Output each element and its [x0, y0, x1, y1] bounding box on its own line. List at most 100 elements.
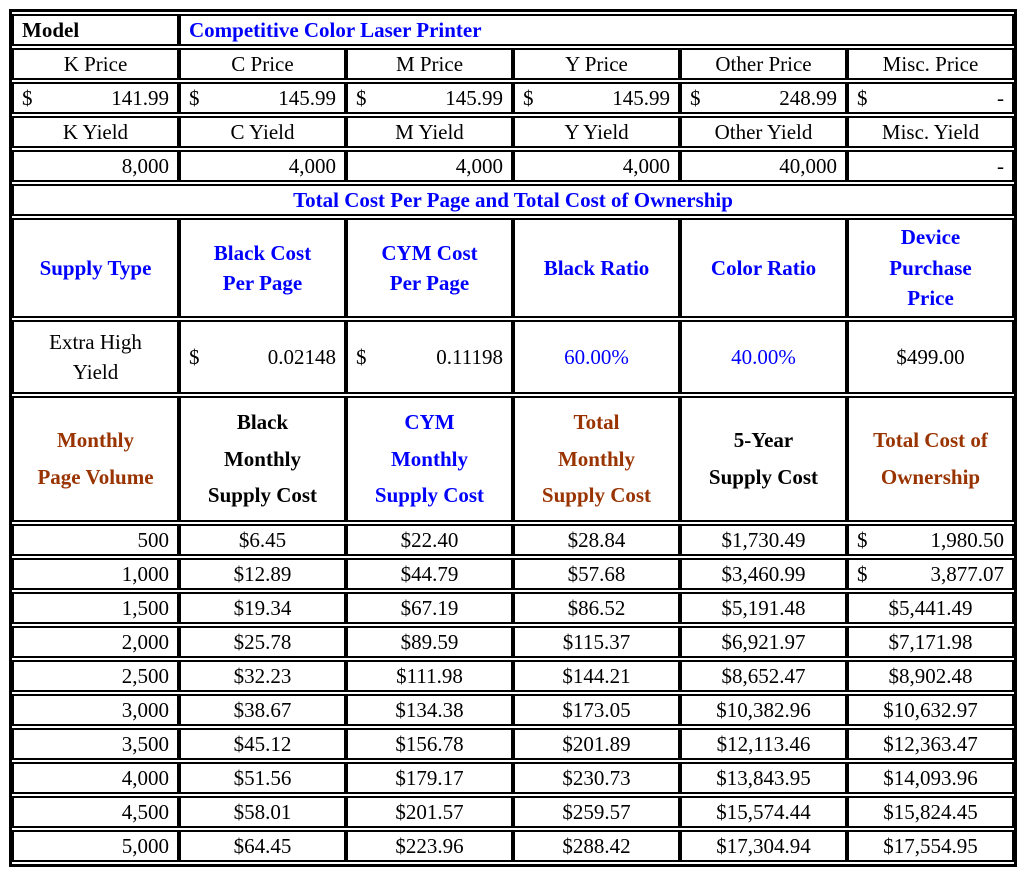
monthly-page-volume-cell[interactable]: 500	[12, 524, 179, 556]
cym-cost-per-page-cell[interactable]: $0.11198	[346, 320, 513, 394]
k-yield-label[interactable]: K Yield	[12, 116, 179, 148]
y-yield-cell[interactable]: 4,000	[513, 150, 680, 182]
color-ratio-cell[interactable]: 40.00%	[680, 320, 847, 394]
total-monthly-supply-cost-cell[interactable]: $86.52	[513, 592, 680, 624]
five-year-supply-cost-cell[interactable]: $10,382.96	[680, 694, 847, 726]
total-monthly-supply-cost-cell[interactable]: $201.89	[513, 728, 680, 760]
monthly-page-volume-cell[interactable]: 3,000	[12, 694, 179, 726]
model-label-cell[interactable]: Model	[12, 14, 179, 46]
total-monthly-supply-cost-cell[interactable]: $28.84	[513, 524, 680, 556]
black-monthly-supply-cost-cell[interactable]: $25.78	[179, 626, 346, 658]
device-purchase-price-header[interactable]: Device Purchase Price	[847, 218, 1014, 318]
black-monthly-supply-cost-cell[interactable]: $12.89	[179, 558, 346, 590]
five-year-supply-cost-cell[interactable]: $1,730.49	[680, 524, 847, 556]
cym-monthly-supply-cost-cell[interactable]: $156.78	[346, 728, 513, 760]
five-year-supply-cost-cell[interactable]: $3,460.99	[680, 558, 847, 590]
cym-monthly-supply-cost-header[interactable]: CYM Monthly Supply Cost	[346, 396, 513, 522]
total-monthly-supply-cost-cell[interactable]: $115.37	[513, 626, 680, 658]
cym-monthly-supply-cost-cell[interactable]: $89.59	[346, 626, 513, 658]
total-monthly-supply-cost-cell[interactable]: $173.05	[513, 694, 680, 726]
cym-monthly-supply-cost-cell[interactable]: $201.57	[346, 796, 513, 828]
m-price-label[interactable]: M Price	[346, 48, 513, 80]
other-price-cell[interactable]: $248.99	[680, 82, 847, 114]
monthly-page-volume-cell[interactable]: 2,500	[12, 660, 179, 692]
five-year-supply-cost-cell[interactable]: $5,191.48	[680, 592, 847, 624]
device-purchase-price-cell[interactable]: $499.00	[847, 320, 1014, 394]
black-monthly-supply-cost-header[interactable]: Black Monthly Supply Cost	[179, 396, 346, 522]
monthly-page-volume-cell[interactable]: 3,500	[12, 728, 179, 760]
c-yield-label[interactable]: C Yield	[179, 116, 346, 148]
five-year-supply-cost-header[interactable]: 5-Year Supply Cost	[680, 396, 847, 522]
other-yield-cell[interactable]: 40,000	[680, 150, 847, 182]
cym-monthly-supply-cost-cell[interactable]: $111.98	[346, 660, 513, 692]
misc-price-cell[interactable]: $ -	[847, 82, 1014, 114]
black-monthly-supply-cost-cell[interactable]: $64.45	[179, 830, 346, 862]
monthly-page-volume-header[interactable]: Monthly Page Volume	[12, 396, 179, 522]
five-year-supply-cost-cell[interactable]: $6,921.97	[680, 626, 847, 658]
y-price-label[interactable]: Y Price	[513, 48, 680, 80]
other-price-label[interactable]: Other Price	[680, 48, 847, 80]
m-price-cell[interactable]: $145.99	[346, 82, 513, 114]
color-ratio-header[interactable]: Color Ratio	[680, 218, 847, 318]
black-monthly-supply-cost-cell[interactable]: $38.67	[179, 694, 346, 726]
other-yield-label[interactable]: Other Yield	[680, 116, 847, 148]
total-cost-of-ownership-cell[interactable]: $3,877.07	[847, 558, 1014, 590]
monthly-page-volume-cell[interactable]: 4,000	[12, 762, 179, 794]
monthly-page-volume-cell[interactable]: 2,000	[12, 626, 179, 658]
cym-monthly-supply-cost-cell[interactable]: $22.40	[346, 524, 513, 556]
c-price-label[interactable]: C Price	[179, 48, 346, 80]
total-cost-of-ownership-cell[interactable]: $8,902.48	[847, 660, 1014, 692]
total-cost-of-ownership-cell[interactable]: $14,093.96	[847, 762, 1014, 794]
total-cost-of-ownership-cell[interactable]: $7,171.98	[847, 626, 1014, 658]
total-cost-of-ownership-header[interactable]: Total Cost of Ownership	[847, 396, 1014, 522]
total-monthly-supply-cost-header[interactable]: Total Monthly Supply Cost	[513, 396, 680, 522]
monthly-page-volume-cell[interactable]: 4,500	[12, 796, 179, 828]
total-monthly-supply-cost-cell[interactable]: $144.21	[513, 660, 680, 692]
black-cost-per-page-header[interactable]: Black Cost Per Page	[179, 218, 346, 318]
black-ratio-cell[interactable]: 60.00%	[513, 320, 680, 394]
y-price-cell[interactable]: $145.99	[513, 82, 680, 114]
y-yield-label[interactable]: Y Yield	[513, 116, 680, 148]
cym-monthly-supply-cost-cell[interactable]: $67.19	[346, 592, 513, 624]
total-cost-of-ownership-cell[interactable]: $17,554.95	[847, 830, 1014, 862]
black-monthly-supply-cost-cell[interactable]: $6.45	[179, 524, 346, 556]
monthly-page-volume-cell[interactable]: 1,500	[12, 592, 179, 624]
cym-cost-per-page-header[interactable]: CYM Cost Per Page	[346, 218, 513, 318]
misc-yield-label[interactable]: Misc. Yield	[847, 116, 1014, 148]
cym-monthly-supply-cost-cell[interactable]: $223.96	[346, 830, 513, 862]
black-cost-per-page-cell[interactable]: $0.02148	[179, 320, 346, 394]
model-name-cell[interactable]: Competitive Color Laser Printer	[179, 14, 1014, 46]
cym-monthly-supply-cost-cell[interactable]: $134.38	[346, 694, 513, 726]
total-monthly-supply-cost-cell[interactable]: $230.73	[513, 762, 680, 794]
cym-monthly-supply-cost-cell[interactable]: $179.17	[346, 762, 513, 794]
black-monthly-supply-cost-cell[interactable]: $19.34	[179, 592, 346, 624]
total-monthly-supply-cost-cell[interactable]: $57.68	[513, 558, 680, 590]
cym-monthly-supply-cost-cell[interactable]: $44.79	[346, 558, 513, 590]
k-price-cell[interactable]: $141.99	[12, 82, 179, 114]
black-ratio-header[interactable]: Black Ratio	[513, 218, 680, 318]
five-year-supply-cost-cell[interactable]: $15,574.44	[680, 796, 847, 828]
supply-type-cell[interactable]: Extra High Yield	[12, 320, 179, 394]
k-yield-cell[interactable]: 8,000	[12, 150, 179, 182]
total-cost-of-ownership-cell[interactable]: $5,441.49	[847, 592, 1014, 624]
total-monthly-supply-cost-cell[interactable]: $288.42	[513, 830, 680, 862]
black-monthly-supply-cost-cell[interactable]: $45.12	[179, 728, 346, 760]
k-price-label[interactable]: K Price	[12, 48, 179, 80]
black-monthly-supply-cost-cell[interactable]: $51.56	[179, 762, 346, 794]
five-year-supply-cost-cell[interactable]: $17,304.94	[680, 830, 847, 862]
total-cost-of-ownership-cell[interactable]: $1,980.50	[847, 524, 1014, 556]
five-year-supply-cost-cell[interactable]: $12,113.46	[680, 728, 847, 760]
five-year-supply-cost-cell[interactable]: $8,652.47	[680, 660, 847, 692]
black-monthly-supply-cost-cell[interactable]: $58.01	[179, 796, 346, 828]
monthly-page-volume-cell[interactable]: 1,000	[12, 558, 179, 590]
monthly-page-volume-cell[interactable]: 5,000	[12, 830, 179, 862]
total-cost-of-ownership-cell[interactable]: $15,824.45	[847, 796, 1014, 828]
misc-yield-cell[interactable]: -	[847, 150, 1014, 182]
c-yield-cell[interactable]: 4,000	[179, 150, 346, 182]
total-monthly-supply-cost-cell[interactable]: $259.57	[513, 796, 680, 828]
five-year-supply-cost-cell[interactable]: $13,843.95	[680, 762, 847, 794]
total-cost-of-ownership-cell[interactable]: $10,632.97	[847, 694, 1014, 726]
m-yield-cell[interactable]: 4,000	[346, 150, 513, 182]
c-price-cell[interactable]: $145.99	[179, 82, 346, 114]
supply-type-header[interactable]: Supply Type	[12, 218, 179, 318]
